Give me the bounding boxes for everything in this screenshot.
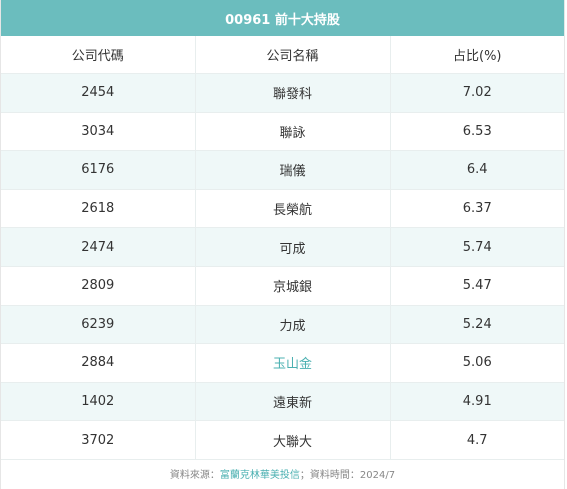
cell-name: 京城銀	[194, 266, 390, 306]
header-name: 公司名稱	[194, 36, 390, 74]
cell-name: 大聯大	[194, 420, 390, 460]
cell-name: 聯發科	[194, 73, 390, 113]
cell-share: 6.37	[389, 189, 564, 229]
header-row: 公司代碼 公司名稱 占比(%)	[1, 36, 564, 74]
footer-source-label: 資料來源：	[169, 470, 220, 481]
cell-name: 力成	[194, 305, 390, 345]
table-row: 2618 長榮航 6.37	[1, 189, 564, 229]
cell-code: 6239	[1, 305, 195, 345]
table-row: 1402 遠東新 4.91	[1, 382, 564, 422]
cell-share: 5.47	[389, 266, 564, 306]
table-row: 2809 京城銀 5.47	[1, 266, 564, 306]
cell-name: 可成	[194, 227, 390, 267]
cell-code: 3702	[1, 420, 195, 460]
cell-name: 長榮航	[194, 189, 390, 229]
cell-code: 2474	[1, 227, 195, 267]
table-row: 2884 玉山金 5.06	[1, 343, 564, 383]
cell-share: 6.53	[389, 112, 564, 152]
cell-share: 6.4	[389, 150, 564, 190]
cell-code: 2618	[1, 189, 195, 229]
cell-share: 5.24	[389, 305, 564, 345]
cell-name: 遠東新	[194, 382, 390, 422]
cell-code: 2809	[1, 266, 195, 306]
table-row: 2454 聯發科 7.02	[1, 73, 564, 113]
cell-code: 6176	[1, 150, 195, 190]
cell-code: 2454	[1, 73, 195, 113]
header-share: 占比(%)	[389, 36, 564, 74]
cell-name: 聯詠	[194, 112, 390, 152]
cell-share: 4.91	[389, 382, 564, 422]
table-row: 6239 力成 5.24	[1, 305, 564, 345]
cell-share: 5.06	[389, 343, 564, 383]
footer-source-link[interactable]: 富蘭克林華美投信	[219, 470, 300, 481]
table-row: 3034 聯詠 6.53	[1, 112, 564, 152]
cell-code: 3034	[1, 112, 195, 152]
table-row: 6176 瑞儀 6.4	[1, 150, 564, 190]
cell-share: 7.02	[389, 73, 564, 113]
header-code: 公司代碼	[1, 36, 195, 74]
holdings-table: 公司代碼 公司名稱 占比(%) 2454 聯發科 7.02 3034 聯詠 6.53 617…	[1, 36, 564, 460]
cell-share: 5.74	[389, 227, 564, 267]
cell-share: 4.7	[389, 420, 564, 460]
table-title: 00961 前十大持股	[1, 0, 564, 36]
footer-date: ；資料時間：2024/7	[299, 470, 396, 481]
cell-code: 1402	[1, 382, 195, 422]
footer-note: 資料來源：富蘭克林華美投信；資料時間：2024/7	[1, 467, 564, 485]
table-row: 2474 可成 5.74	[1, 227, 564, 267]
cell-name: 瑞儀	[194, 150, 390, 190]
table-row: 3702 大聯大 4.7	[1, 420, 564, 460]
cell-name-link[interactable]: 玉山金	[194, 343, 390, 383]
cell-code: 2884	[1, 343, 195, 383]
